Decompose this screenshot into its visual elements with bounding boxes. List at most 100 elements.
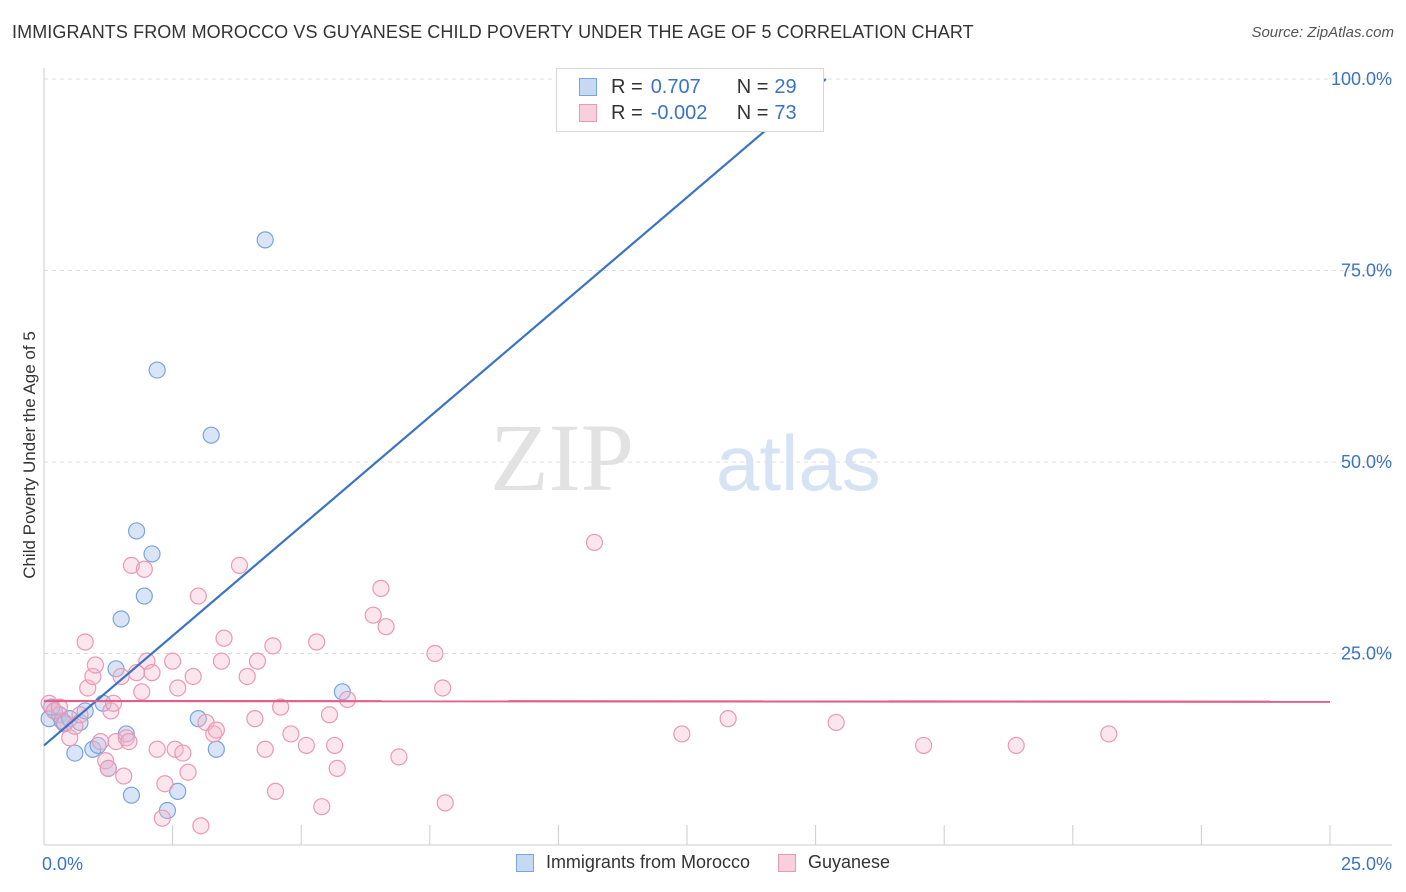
legend-r-label: R =	[611, 101, 643, 124]
morocco-point	[66, 744, 84, 762]
guyanese-point	[153, 809, 171, 827]
trend-layer	[43, 78, 1331, 747]
guyanese-point	[148, 740, 166, 758]
y-tick-label: 100.0%	[1331, 69, 1392, 89]
legend-swatch-morocco	[579, 78, 597, 96]
guyanese-point	[184, 667, 202, 686]
x-tick-label: 0.0%	[42, 854, 83, 874]
guyanese-point	[122, 556, 141, 575]
axes-layer	[43, 68, 1392, 846]
correlation-legend: R = 0.707 N = 29 R = -0.002 N = 73	[556, 68, 824, 132]
morocco-trend-line	[43, 78, 827, 747]
guyanese-point	[585, 533, 604, 552]
guyanese-point	[189, 587, 207, 605]
series-legend-morocco[interactable]: Immigrants from Morocco	[515, 852, 750, 873]
series-legend-guyanese[interactable]: Guyanese	[777, 852, 891, 873]
guyanese-point	[179, 763, 197, 781]
series-label-morocco: Immigrants from Morocco	[545, 852, 750, 872]
legend-row-morocco: R = 0.707 N = 29	[579, 75, 797, 99]
series-legend: Immigrants from Morocco Guyanese	[0, 852, 1406, 873]
source-credit: Source: ZipAtlas.com	[1251, 24, 1394, 41]
guyanese-point	[115, 767, 133, 785]
chart-title: IMMIGRANTS FROM MOROCCO VS GUYANESE CHIL…	[12, 22, 974, 42]
guyanese-point	[426, 644, 444, 663]
guyanese-point	[143, 664, 161, 682]
guyanese-point	[248, 652, 267, 670]
guyanese-point	[112, 667, 130, 686]
legend-n-value: 73	[774, 101, 797, 124]
legend-swatch-guyanese	[579, 104, 597, 122]
guyanese-point	[99, 759, 117, 778]
guyanese-point	[272, 698, 290, 716]
guyanese-point	[719, 710, 737, 728]
guyanese-point	[282, 725, 300, 743]
guyanese-point	[135, 560, 153, 578]
guyanese-point	[390, 748, 408, 766]
guyanese-point	[107, 732, 125, 751]
guyanese-point	[104, 694, 123, 712]
legend-n-label: N =	[736, 75, 769, 98]
guyanese-point	[915, 736, 933, 755]
guyanese-point	[169, 679, 187, 697]
morocco-point	[202, 426, 220, 444]
guyanese-point	[256, 740, 274, 758]
y-tick-label: 25.0%	[1341, 644, 1392, 664]
guyanese-point	[827, 713, 845, 732]
series-swatch-morocco	[515, 853, 534, 872]
guyanese-point	[434, 679, 452, 697]
morocco-point	[122, 786, 141, 804]
guyanese-point	[164, 652, 182, 670]
legend-r-label: R =	[611, 75, 643, 98]
watermark-zip: ZIP	[490, 404, 634, 511]
x-tick-label: 25.0%	[1341, 854, 1392, 874]
guyanese-point	[76, 633, 94, 651]
morocco-point	[169, 782, 187, 800]
guyanese-point	[91, 732, 110, 751]
guyanese-point	[166, 740, 184, 758]
guyanese-point	[1007, 736, 1025, 755]
guyanese-point	[230, 556, 249, 575]
guyanese-point	[212, 652, 231, 670]
morocco-point	[135, 587, 153, 605]
guyanese-point	[174, 744, 192, 762]
points-layer	[40, 231, 1118, 835]
guyanese-point	[192, 817, 210, 835]
guyanese-point	[308, 633, 326, 651]
labels-layer: 25.0% 50.0% 75.0% 100.0% 0.0% 25.0%	[42, 69, 1392, 874]
morocco-point	[143, 545, 161, 563]
morocco-point	[256, 231, 274, 249]
guyanese-point	[364, 606, 382, 624]
watermark-atlas: atlas	[716, 419, 881, 507]
series-swatch-guyanese	[777, 853, 796, 872]
legend-n-label: N =	[736, 101, 769, 124]
guyanese-point	[50, 698, 69, 716]
legend-r-value: -0.002	[650, 101, 708, 124]
guyanese-point	[1100, 725, 1118, 743]
morocco-point	[112, 610, 130, 628]
guyanese-point	[313, 798, 331, 816]
guyanese-point	[156, 775, 174, 793]
guyanese-point	[436, 794, 454, 812]
legend-row-guyanese: R = -0.002 N = 73	[579, 101, 797, 125]
guyanese-point	[377, 618, 395, 636]
guyanese-point	[133, 683, 151, 701]
guyanese-point	[673, 725, 691, 743]
guyanese-point	[264, 637, 282, 655]
guyanese-point	[86, 656, 105, 674]
y-tick-label: 50.0%	[1341, 452, 1392, 472]
morocco-point	[148, 361, 166, 379]
guyanese-point	[215, 629, 233, 647]
guyanese-point	[238, 667, 256, 686]
guyanese-point	[326, 736, 344, 755]
legend-n-value: 29	[774, 75, 797, 98]
watermark: ZIP atlas	[490, 404, 881, 511]
legend-r-value: 0.707	[650, 75, 701, 98]
guyanese-point	[246, 710, 264, 728]
guyanese-trend-line	[43, 699, 1331, 703]
guyanese-point	[297, 736, 315, 755]
guyanese-point	[328, 759, 346, 778]
series-label-guyanese: Guyanese	[807, 852, 891, 872]
morocco-point	[189, 710, 207, 728]
guyanese-point	[266, 782, 285, 800]
